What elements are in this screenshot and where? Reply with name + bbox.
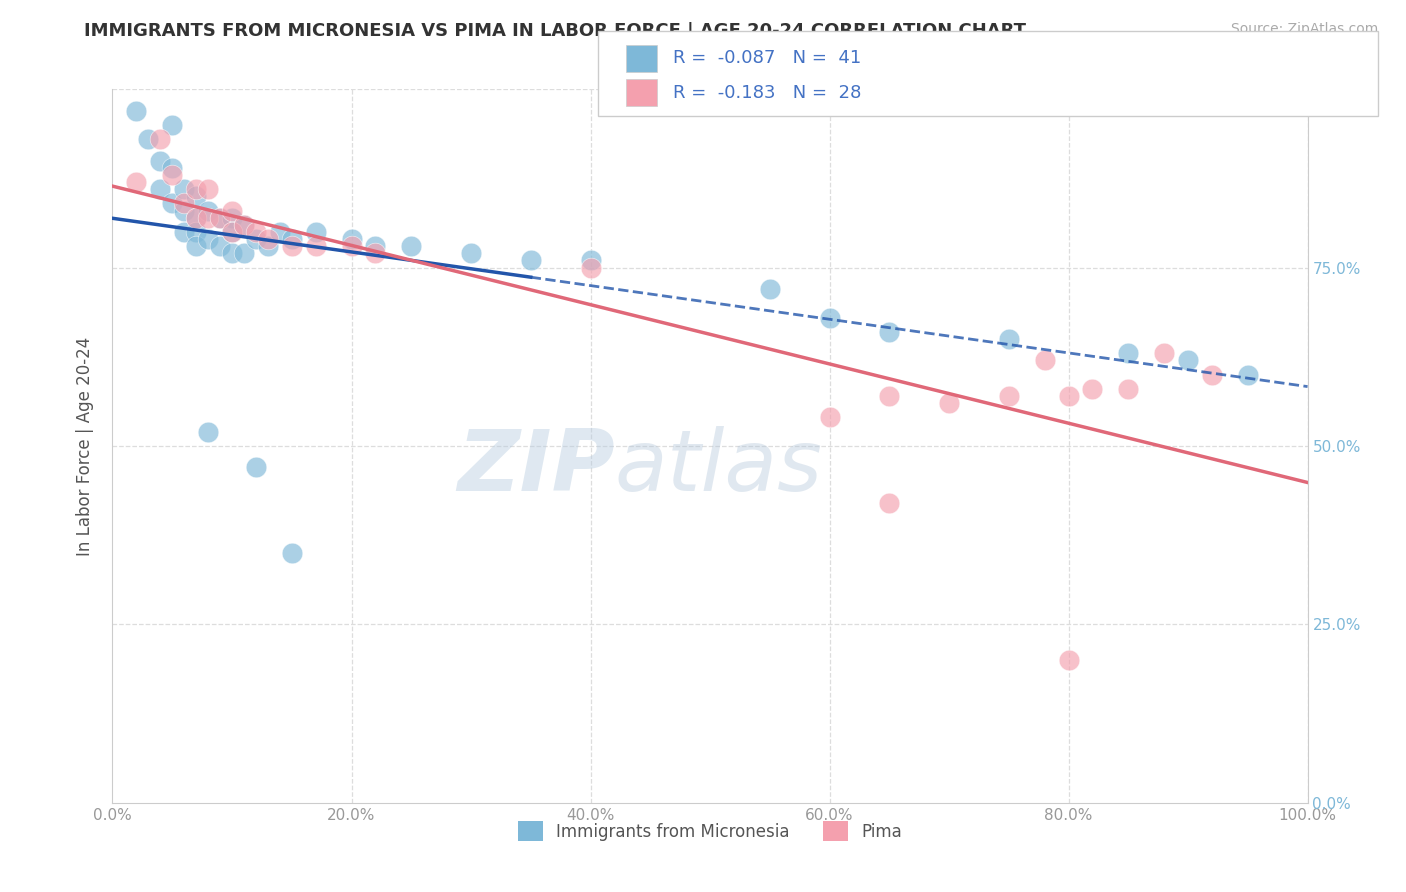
Point: [579, 253, 602, 268]
Point: [998, 389, 1021, 403]
Point: [162, 118, 183, 132]
Point: [281, 239, 304, 253]
Point: [1237, 368, 1260, 382]
Point: [257, 232, 280, 246]
Point: [269, 225, 291, 239]
Point: [221, 225, 243, 239]
Point: [209, 211, 232, 225]
Point: [197, 425, 219, 439]
Point: [125, 103, 148, 118]
Point: [818, 310, 841, 325]
Point: [233, 246, 256, 260]
Point: [759, 282, 782, 296]
Point: [162, 196, 183, 211]
Point: [221, 246, 243, 260]
Point: [173, 203, 195, 218]
Point: [998, 332, 1021, 346]
Point: [221, 203, 243, 218]
Point: [579, 260, 602, 275]
Point: [1057, 389, 1080, 403]
Point: [401, 239, 423, 253]
Y-axis label: In Labor Force | Age 20-24: In Labor Force | Age 20-24: [76, 336, 94, 556]
Point: [186, 211, 208, 225]
Text: Source: ZipAtlas.com: Source: ZipAtlas.com: [1230, 22, 1378, 37]
Point: [233, 218, 256, 232]
Point: [149, 182, 172, 196]
Point: [197, 203, 219, 218]
Point: [1177, 353, 1199, 368]
Point: [138, 132, 160, 146]
Point: [245, 232, 267, 246]
Point: [245, 225, 267, 239]
Point: [125, 175, 148, 189]
Point: [1153, 346, 1175, 360]
Point: [879, 325, 901, 339]
Point: [281, 232, 304, 246]
Point: [209, 211, 232, 225]
Point: [149, 153, 172, 168]
Point: [1201, 368, 1223, 382]
Point: [186, 182, 208, 196]
Point: [221, 225, 243, 239]
Point: [460, 246, 482, 260]
Point: [257, 239, 280, 253]
Point: [1118, 382, 1140, 396]
Point: [281, 546, 304, 560]
Point: [197, 232, 219, 246]
Point: [1057, 653, 1080, 667]
Point: [233, 218, 256, 232]
Text: IMMIGRANTS FROM MICRONESIA VS PIMA IN LABOR FORCE | AGE 20-24 CORRELATION CHART: IMMIGRANTS FROM MICRONESIA VS PIMA IN LA…: [84, 22, 1026, 40]
Point: [1118, 346, 1140, 360]
Point: [173, 182, 195, 196]
Point: [186, 239, 208, 253]
Point: [1033, 353, 1056, 368]
Point: [186, 225, 208, 239]
Point: [364, 239, 387, 253]
Point: [209, 239, 232, 253]
Point: [340, 232, 363, 246]
Point: [879, 389, 901, 403]
Point: [818, 410, 841, 425]
Text: R =  -0.087   N =  41: R = -0.087 N = 41: [673, 49, 862, 68]
Point: [173, 196, 195, 211]
Point: [162, 168, 183, 182]
Point: [1081, 382, 1104, 396]
Point: [186, 189, 208, 203]
Point: [197, 211, 219, 225]
Point: [364, 246, 387, 260]
Point: [340, 239, 363, 253]
Text: ZIP: ZIP: [457, 425, 614, 509]
Point: [186, 211, 208, 225]
Point: [173, 225, 195, 239]
Point: [938, 396, 960, 410]
Point: [221, 211, 243, 225]
Point: [149, 132, 172, 146]
Point: [162, 161, 183, 175]
Text: atlas: atlas: [614, 425, 823, 509]
Point: [305, 225, 328, 239]
Point: [879, 496, 901, 510]
Legend: Immigrants from Micronesia, Pima: Immigrants from Micronesia, Pima: [512, 814, 908, 848]
Point: [197, 182, 219, 196]
Point: [520, 253, 543, 268]
Text: R =  -0.183   N =  28: R = -0.183 N = 28: [673, 84, 862, 102]
Point: [245, 460, 267, 475]
Point: [305, 239, 328, 253]
